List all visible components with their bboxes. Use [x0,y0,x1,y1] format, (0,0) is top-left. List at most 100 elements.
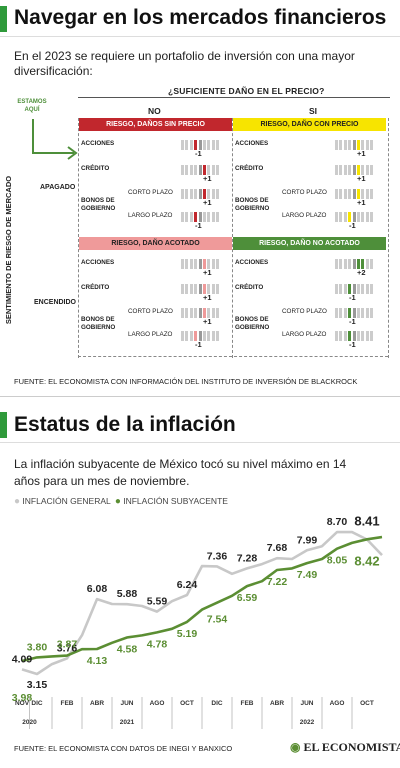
gauge-segment [189,308,193,318]
inflation-chart: 4.09 3.15 3.76 6.08 5.88 5.59 6.24 7.36 7.28 7.68… [12,514,383,729]
gauge-segment [198,259,202,269]
label-acciones: ACCIONES [235,259,269,266]
gauge-segment [207,165,211,175]
gauge-segment [198,140,202,150]
gauge-segment [203,284,206,294]
gauge-segment [211,165,215,175]
label-credito: CRÉDITO [81,165,110,172]
gauge-segment [339,140,343,150]
gauge-segment [216,331,220,341]
tick-label: ABR [90,700,104,707]
score-gauge [181,165,221,175]
data-label-general: 6.24 [177,579,198,591]
gauge-segment [343,308,347,318]
gauge-segment [352,140,356,150]
year-label: 2022 [300,719,315,726]
label-credito: CRÉDITO [81,284,110,291]
divider [388,118,389,358]
gauge-segment [357,331,360,341]
score-value: +2 [357,268,366,277]
here-label: ESTAMOS AQUÍ [17,99,47,113]
brand-mark-icon: ◉ [290,740,301,754]
gauge-segment [370,165,374,175]
section-accent-bar [0,412,7,438]
label-credito: CRÉDITO [235,165,264,172]
gauge-segment [207,259,211,269]
gauge-segment [365,165,369,175]
series-line-general [21,530,383,676]
gauge-segment [361,308,365,318]
gauge-segment [203,165,206,175]
gauge-segment [185,189,189,199]
gauge-segment [357,189,360,199]
label-bonos: BONOS DE GOBIERNO [81,197,116,212]
gauge-segment [211,284,215,294]
tick-label: AGO [330,700,345,707]
score-value: -1 [349,340,356,349]
gauge-segment [370,308,374,318]
gauge-segment [189,284,193,294]
gauge-segment [352,189,356,199]
gauge-segment [335,331,338,341]
section1-intro: En el 2023 se requiere un portafolio de … [14,49,355,78]
data-label-subyacente: 3.98 [12,692,33,704]
gauge-segment [189,165,193,175]
label-acciones: ACCIONES [235,140,269,147]
score-value: -1 [349,293,356,302]
gauge-segment [185,308,189,318]
tick-label: JUN [120,700,133,707]
col-no: NO [148,106,161,116]
gauge-segment [339,308,343,318]
score-value: +1 [203,268,212,277]
gauge-segment [181,212,184,222]
tick-label: JUN [300,700,313,707]
gauge-segment [211,189,215,199]
score-value: +1 [203,317,212,326]
section1-source: FUENTE: EL ECONOMISTA CON INFORMACIÓN DE… [14,377,358,386]
gauge-segment [198,165,202,175]
gauge-segment [185,284,189,294]
gauge-segment [365,331,369,341]
gauge-segment [335,212,338,222]
gauge-segment [189,140,193,150]
score-value: -1 [195,221,202,230]
gauge-segment [216,284,220,294]
gauge-segment [352,284,356,294]
gauge-segment [203,212,206,222]
score-gauge [335,165,375,175]
data-label-general: 3.76 [57,642,78,654]
gauge-segment [365,212,369,222]
legend-dot-subyacente: ● [114,496,121,507]
score-gauge [335,259,375,269]
gauge-segment [181,189,184,199]
score-value: +1 [357,149,366,158]
tick-label: FEB [61,700,74,707]
gauge-segment [348,212,352,222]
brand-logo: ◉ EL ECONOMISTA [290,740,400,755]
score-gauge [181,284,221,294]
axis-label-wrap: SENTIMIENTO DE RIESGO DE MERCADO [4,150,18,350]
quadrant-banner: RIESGO, DAÑO CON PRECIO [233,118,386,131]
gauge-segment [194,189,198,199]
divider [0,36,400,37]
legend-subyacente: INFLACIÓN SUBYACENTE [123,496,228,506]
gauge-segment [203,259,206,269]
label-corto-plazo: CORTO PLAZO [282,189,327,196]
divider [232,118,233,358]
gauge-segment [335,140,338,150]
gauge-segment [203,140,206,150]
label-corto-plazo: CORTO PLAZO [128,189,173,196]
gauge-segment [181,259,184,269]
score-value: +1 [357,198,366,207]
gauge-segment [181,165,184,175]
gauge-segment [361,284,365,294]
row-encendido: ENCENDIDO [34,299,77,306]
gauge-segment [357,212,360,222]
row-apagado: APAGADO [40,184,76,191]
gauge-segment [352,308,356,318]
data-label-general: 6.08 [87,583,108,595]
data-label-general: 8.41 [354,514,379,529]
gauge-segment [348,189,352,199]
score-gauge [181,140,221,150]
data-label-general: 5.88 [117,588,138,600]
